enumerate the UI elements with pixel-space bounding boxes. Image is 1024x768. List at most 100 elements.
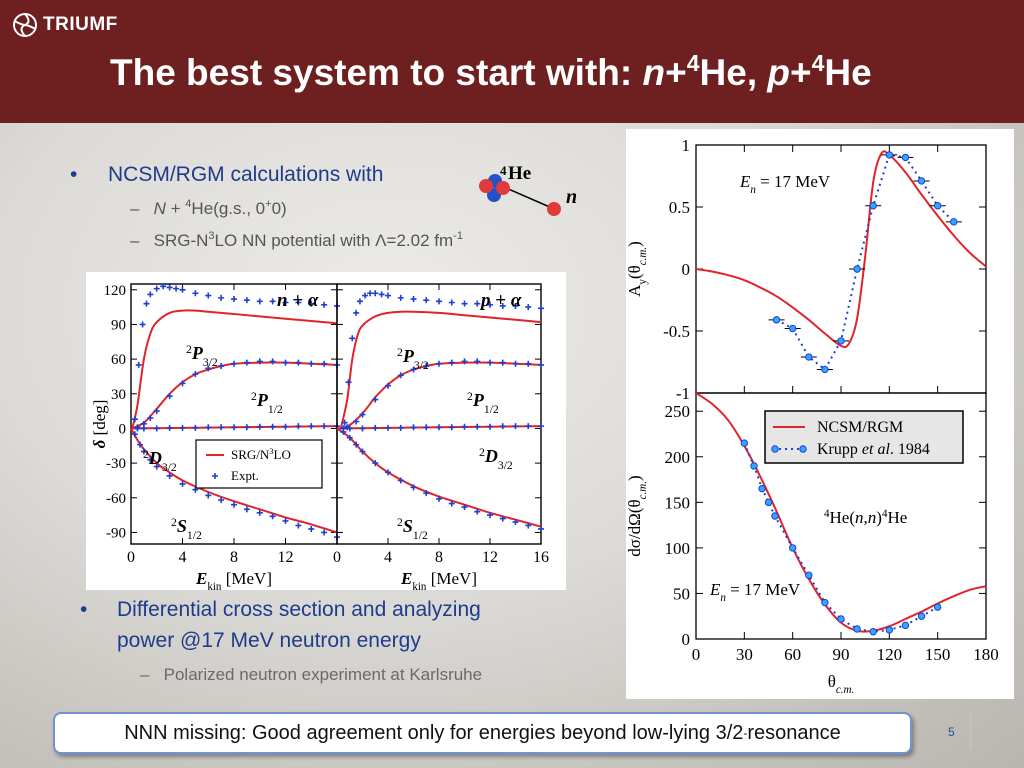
expt-point (436, 495, 442, 502)
ay-expt-point (788, 324, 797, 333)
expt-point (487, 359, 493, 366)
ay-expt-point (821, 365, 829, 374)
legend-marker-expt (212, 473, 218, 479)
expt-point (385, 292, 391, 299)
expt-point (256, 358, 263, 365)
callout-box: NNN missing: Good agreement only for ene… (53, 712, 912, 754)
expt-point (205, 292, 212, 299)
expt-point (321, 423, 328, 430)
x-tick-label: 90 (833, 645, 850, 664)
xs-energy-annotation: En = 17 MeV (709, 580, 801, 604)
y-tick-label: 120 (104, 283, 127, 299)
expt-point (140, 448, 147, 455)
phase-shift-chart-panel: 0 4 8 12 120 90 60 30 0 -30 -60 -90 n + α 2P3/2 2P1/2 2… (86, 272, 566, 593)
expt-point (231, 424, 237, 431)
expt-point (179, 480, 186, 487)
reaction-annotation: 4He(n,n)4He (824, 508, 907, 527)
expt-point (218, 497, 225, 504)
x-tick-label: 12 (278, 549, 294, 566)
expt-point (372, 460, 379, 467)
xs-expt-point (917, 612, 926, 620)
xs-expt-point (901, 621, 910, 630)
expt-point (448, 359, 455, 366)
expt-point (359, 411, 366, 418)
expt-point (308, 300, 315, 307)
expt-point (295, 359, 302, 366)
expt-point (218, 424, 225, 431)
expt-point (538, 305, 544, 312)
x-tick-label: 4 (384, 549, 392, 566)
ay-expt-point (837, 337, 845, 345)
y-tick-label: 1 (682, 136, 691, 155)
y-tick-label: 250 (665, 402, 691, 421)
expt-point (410, 366, 417, 373)
x-tick-label: 60 (784, 645, 801, 664)
expt-point (179, 380, 186, 387)
expt-point (461, 504, 468, 511)
ay-y-axis-label: Ay(θc.m.) (626, 241, 649, 297)
legend-label-expt: Krupp et al. 1984 (817, 441, 930, 458)
expt-point (166, 393, 173, 400)
expt-point (269, 358, 276, 365)
x-tick-label: 0 (333, 549, 341, 566)
expt-point (243, 424, 250, 431)
x-tick-label: 180 (973, 645, 999, 664)
legend-label-theory: SRG/N3LO (231, 446, 291, 462)
x-tick-label: 4 (179, 549, 187, 566)
expt-point (474, 508, 481, 515)
expt-point (131, 431, 138, 438)
expt-point (448, 299, 455, 306)
expt-point (218, 363, 225, 370)
callout-text-a: NNN missing: Good agreement only for ene… (124, 721, 744, 744)
sub1-n: N (153, 199, 166, 218)
expt-point (436, 424, 442, 431)
xs-expt-point (771, 512, 779, 520)
expt-point (140, 425, 147, 432)
series-label: 2P1/2 (251, 390, 283, 416)
sub2-a: SRG-N (153, 231, 209, 250)
series-label: 2S1/2 (397, 516, 428, 542)
expt-point (349, 335, 356, 342)
expt-point (538, 361, 544, 368)
y-tick-label: -90 (106, 525, 126, 541)
theory-curve (339, 310, 542, 429)
expt-point (410, 484, 417, 491)
x-tick-label: 8 (230, 549, 238, 566)
expt-point (362, 292, 369, 299)
expt-point (256, 298, 263, 305)
expt-point (218, 294, 225, 301)
sub1-end: 0) (271, 199, 287, 218)
expt-point (153, 285, 160, 292)
expt-point (282, 517, 289, 524)
expt-point (423, 424, 430, 431)
expt-point (474, 300, 481, 307)
expt-point (525, 423, 532, 430)
ay-xs-chart: 1 0.5 0 -0.5 -1 En = 17 MeV Ay(θc.m.) 0 50 100 150… (625, 136, 999, 696)
xs-y-axis-label: dσ/dΩ(θc.m.) (626, 475, 649, 556)
title-bar: TRIUMF The best system to start with: n+… (0, 0, 1024, 123)
expt-point (359, 425, 366, 432)
xs-expt-point (750, 462, 758, 470)
y-tick-label: 200 (665, 448, 691, 467)
expt-point (359, 448, 366, 455)
expt-point (269, 423, 276, 430)
legend-label-theory: NCSM/RGM (817, 419, 903, 436)
y-tick-label: 60 (111, 352, 126, 368)
theory-curve (340, 361, 542, 430)
expt-point (397, 477, 404, 484)
dash-marker: – (130, 199, 140, 218)
expt-point (321, 529, 328, 536)
x-tick-label: 0 (127, 549, 135, 566)
xs-expt-point (821, 598, 829, 607)
expt-point (353, 309, 360, 316)
n-label: n (566, 186, 577, 208)
bond-line (505, 187, 553, 209)
expt-point (295, 522, 302, 529)
expt-point (192, 371, 199, 378)
panel-annotation: p + α (479, 290, 522, 311)
expt-point (205, 492, 212, 499)
xs-expt-point (740, 439, 749, 447)
expt-point (512, 519, 519, 526)
expt-point (243, 359, 250, 366)
projectile-sphere (547, 202, 561, 216)
